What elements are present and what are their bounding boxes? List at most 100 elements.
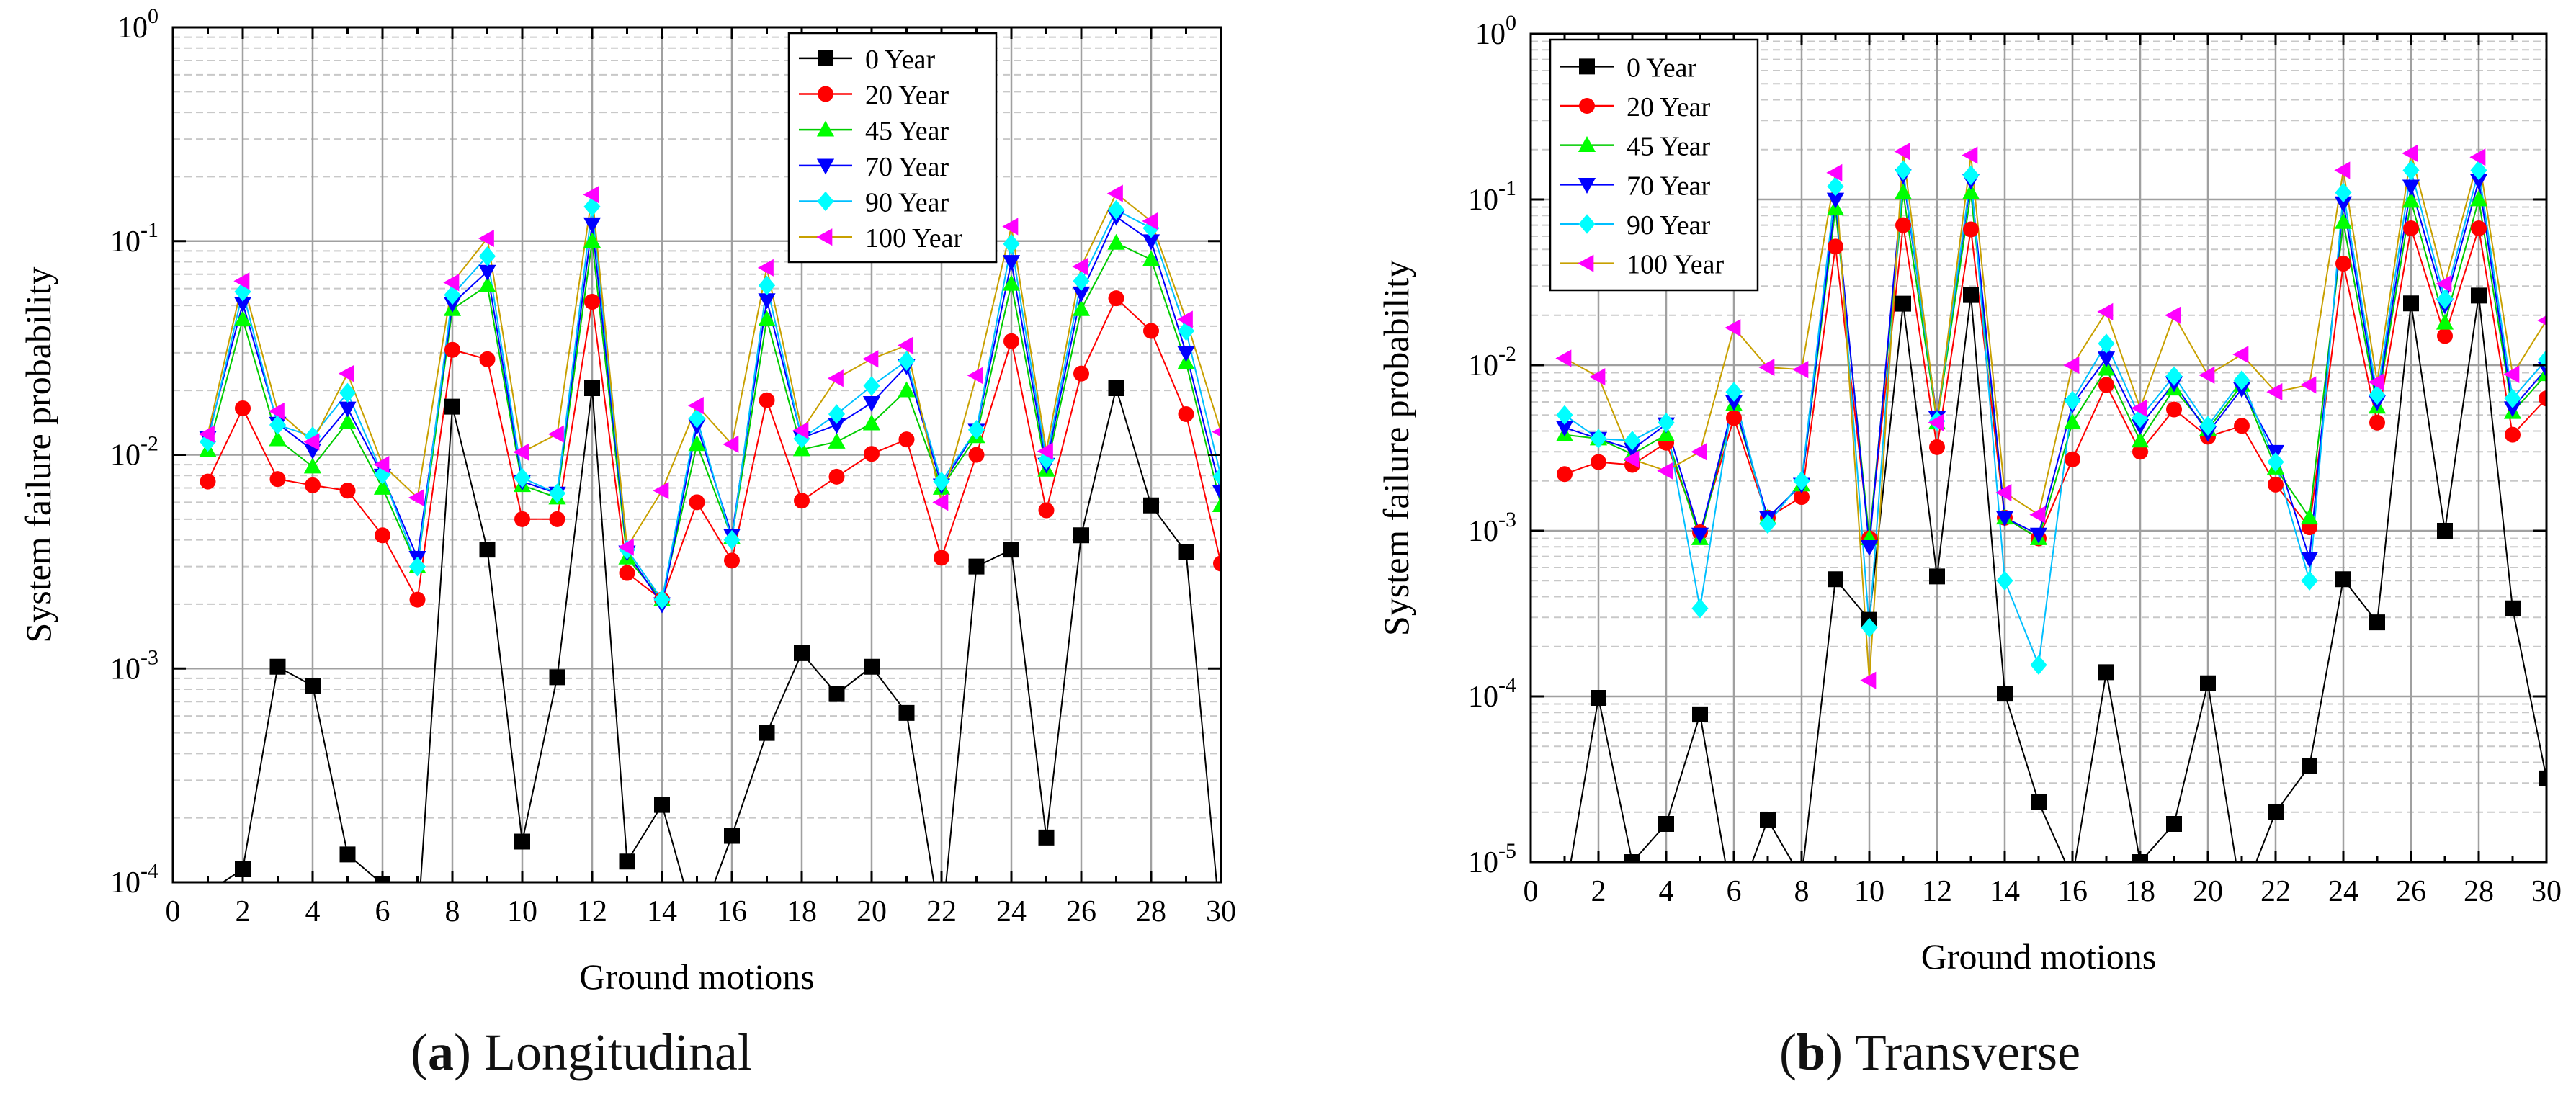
data-point-100-year: [268, 402, 285, 421]
data-point-0-year: [549, 669, 565, 686]
data-point-0-year: [339, 846, 356, 863]
y-axis: 10-5 10-4 10-3 10-2 10-1 100: [1468, 11, 2546, 879]
data-point-0-year: [619, 853, 635, 870]
x-tick-label: 12: [1922, 875, 1952, 908]
data-point-90-year: [1073, 271, 1090, 292]
x-tick-label: 8: [1794, 875, 1810, 908]
data-point-100-year: [2469, 148, 2486, 166]
data-point-100-year: [513, 443, 529, 461]
series-line-20-year: [1564, 225, 2546, 539]
data-point-0-year: [2234, 891, 2250, 907]
x-tick-label: 16: [2057, 875, 2088, 908]
data-point-45-year: [1142, 250, 1160, 266]
data-point-20-year: [1929, 439, 1945, 455]
x-tick-label: 6: [1727, 875, 1742, 908]
data-point-70-year: [1691, 527, 1709, 544]
data-point-45-year: [1962, 183, 1980, 199]
data-point-100-year: [1176, 310, 1193, 328]
data-point-100-year: [2537, 315, 2546, 326]
data-point-90-year: [374, 464, 391, 485]
data-point-90-year: [1793, 471, 1810, 491]
data-point-100-year: [653, 482, 669, 500]
x-axis: 0 2 4 6 8 10 12 14 16 18 20 22 24 26 28 30: [1524, 34, 2562, 908]
data-point-90-year: [688, 408, 706, 429]
data-point-0-year: [689, 922, 705, 938]
data-point-0-year: [1895, 295, 1911, 312]
data-point-20-year: [2166, 401, 2182, 418]
data-point-100-year: [2334, 161, 2351, 179]
data-point-45-year: [2131, 431, 2150, 448]
data-point-100-year: [233, 272, 250, 290]
data-point-20-year: [1073, 365, 1089, 382]
data-point-90-year: [723, 529, 741, 550]
data-point-20-year: [2369, 414, 2385, 431]
chart-panel-transverse: 0 2 4 6 8 10 12 14 16 18 20 22 24 26 28 30 10-5 10-4 10-3 1…: [1354, 0, 2576, 1112]
data-point-20-year: [1557, 466, 1573, 483]
data-point-0-year: [1178, 544, 1194, 560]
data-point-100-year: [1555, 349, 1572, 367]
data-point-90-year: [269, 415, 287, 435]
data-point-0-year: [2539, 770, 2546, 786]
data-point-20-year: [2132, 444, 2148, 460]
x-tick-label: 12: [577, 895, 607, 928]
data-point-100-year: [1623, 450, 1640, 468]
data-point-100-year: [2232, 346, 2249, 364]
data-point-100-year: [1212, 426, 1221, 437]
data-point-100-year: [408, 488, 424, 507]
data-point-90-year: [2504, 388, 2521, 408]
data-point-100-year: [338, 364, 354, 382]
data-point-0-year: [305, 678, 321, 694]
x-tick-label: 6: [375, 895, 390, 928]
data-point-0-year: [2471, 287, 2487, 304]
x-tick-label: 30: [2531, 875, 2562, 908]
data-point-70-year: [2334, 196, 2353, 212]
data-point-90-year: [1590, 429, 1607, 449]
data-point-20-year: [2234, 418, 2250, 434]
data-point-90-year: [583, 197, 601, 217]
x-tick-label: 20: [857, 895, 887, 928]
data-point-100-year: [2300, 376, 2317, 394]
plot-area: [198, 184, 1221, 938]
data-point-0-year: [1143, 497, 1159, 514]
data-point-45-year: [233, 310, 252, 326]
data-point-20-year: [2268, 476, 2284, 493]
data-point-70-year: [1177, 346, 1195, 362]
data-point-90-year: [1107, 199, 1125, 220]
data-point-20-year: [1726, 410, 1742, 426]
data-point-70-year: [2469, 174, 2488, 190]
data-point-0-year: [1760, 812, 1776, 828]
data-point-20-year: [794, 493, 810, 509]
minor-grid: [1531, 40, 2546, 813]
legend-marker-100-year: [1578, 254, 1594, 272]
data-point-100-year: [1860, 671, 1877, 689]
data-point-45-year: [1002, 274, 1021, 291]
data-point-70-year: [583, 217, 601, 233]
data-point-0-year: [2369, 614, 2385, 631]
y-tick-label: 10-2: [110, 432, 158, 472]
data-point-70-year: [2503, 401, 2522, 418]
data-point-90-year: [863, 376, 880, 396]
series-line-0-year: [1570, 295, 2546, 862]
data-point-90-year: [2165, 366, 2183, 386]
legend-marker-70-year: [816, 158, 835, 175]
x-tick-label: 2: [236, 895, 251, 928]
data-point-90-year: [478, 246, 496, 266]
legend-label-45-year: 45 Year: [865, 116, 949, 146]
legend-label-0-year: 0 Year: [865, 45, 935, 75]
data-point-90-year: [514, 467, 531, 488]
data-point-90-year: [408, 556, 426, 577]
y-tick-label: 10-3: [1468, 508, 1516, 548]
data-point-90-year: [2369, 385, 2386, 405]
data-point-45-year: [1657, 425, 1676, 441]
data-point-90-year: [1861, 617, 1878, 638]
data-point-100-year: [1037, 442, 1053, 460]
legend-marker-0-year: [818, 50, 833, 66]
data-point-45-year: [2402, 192, 2420, 208]
data-point-45-year: [478, 276, 496, 292]
data-point-20-year: [235, 400, 251, 416]
data-point-0-year: [2166, 815, 2182, 832]
data-point-0-year: [584, 380, 600, 396]
series-line-90-year: [207, 206, 1221, 602]
data-point-90-year: [2199, 416, 2217, 436]
data-point-90-year: [1895, 160, 1912, 181]
